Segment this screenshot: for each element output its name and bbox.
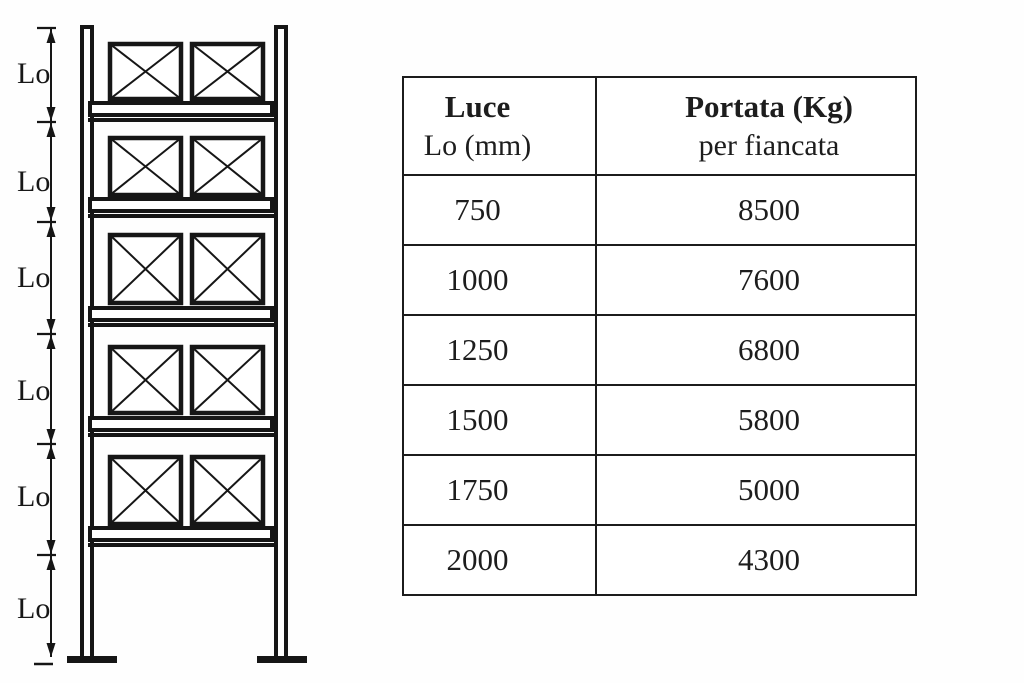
portata-cell: 6800	[595, 314, 917, 386]
beam-level-4	[88, 416, 274, 437]
luce-cell: 2000	[402, 524, 597, 596]
pallet-box-cross	[109, 43, 264, 100]
luce-cell: 1000	[402, 244, 597, 316]
luce-cell: 1750	[402, 454, 597, 526]
pallet-box	[107, 41, 266, 102]
portata-header-title: Portata (Kg)	[685, 88, 853, 124]
upright-right	[274, 25, 288, 662]
pallet-box-cross	[109, 346, 264, 414]
luce-column-header: Luce Lo (mm)	[402, 76, 597, 176]
lo-dimension-label: Lo	[17, 374, 50, 407]
luce-cell: 1250	[402, 314, 597, 386]
lo-dimension-label: Lo	[17, 592, 50, 625]
pallet-box-cross	[109, 456, 264, 525]
portata-column-header: Portata (Kg) per fiancata	[595, 76, 917, 176]
luce-cell: 1500	[402, 384, 597, 456]
table-header-row: Luce Lo (mm) Portata (Kg) per fiancata	[402, 76, 917, 176]
portata-cell: 5000	[595, 454, 917, 526]
table-row: 1500 5800	[402, 384, 917, 456]
base-plate-right	[257, 656, 307, 663]
pallet-box	[107, 232, 266, 306]
capacity-table: Luce Lo (mm) Portata (Kg) per fiancata 7…	[402, 76, 917, 596]
rack-diagram: Lo Lo Lo Lo Lo Lo	[17, 25, 307, 666]
table-row: 1000 7600	[402, 244, 917, 316]
dimension-arrowheads	[46, 29, 56, 657]
beam-level-5	[88, 526, 274, 547]
table-row: 750 8500	[402, 174, 917, 246]
table-row: 2000 4300	[402, 524, 917, 596]
luce-header-subtitle: Lo (mm)	[423, 128, 532, 162]
pallet-box-cross	[109, 137, 264, 196]
lo-dimension-label: Lo	[17, 165, 50, 198]
beam-level-2	[88, 197, 274, 218]
beam-level-3	[88, 306, 274, 327]
luce-cell: 750	[402, 174, 597, 246]
lo-dimension-label: Lo	[17, 57, 50, 90]
pallet-box	[107, 344, 266, 416]
portata-cell: 4300	[595, 524, 917, 596]
pallet-box-cross	[109, 234, 264, 304]
table-row: 1250 6800	[402, 314, 917, 386]
pallet-box	[107, 135, 266, 198]
luce-header-title: Luce	[444, 88, 511, 124]
lo-dimension-label: Lo	[17, 480, 50, 513]
table-row: 1750 5000	[402, 454, 917, 526]
beam-level-1	[88, 101, 274, 122]
portata-cell: 5800	[595, 384, 917, 456]
base-plate-left	[67, 656, 117, 663]
portata-header-subtitle: per fiancata	[698, 128, 840, 162]
lo-dimension-label: Lo	[17, 261, 50, 294]
pallet-box	[107, 454, 266, 527]
portata-cell: 7600	[595, 244, 917, 316]
portata-cell: 8500	[595, 174, 917, 246]
